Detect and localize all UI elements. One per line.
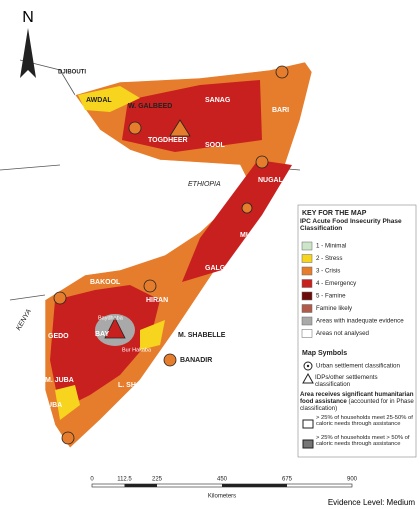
legend-swatch (301, 241, 313, 251)
legend-subtitle: IPC Acute Food Insecurity Phase Classifi… (300, 218, 402, 232)
place-label: Baydhaba (98, 315, 124, 321)
legend-title: KEY FOR THE MAP (302, 210, 367, 217)
region-label: W. GALBEED (128, 103, 172, 110)
region-label: M. JUBA (45, 377, 74, 384)
legend-text: Urban settlement classification (316, 363, 400, 370)
scale-label: 112.5 (117, 477, 132, 483)
scale-label: 900 (347, 477, 358, 483)
legend-text: IDPs/other settlements classification (315, 374, 378, 388)
legend-subtitle-box: IPC Acute Food Insecurity Phase Classifi… (300, 218, 402, 232)
legend-text: > 25% of households meet 25-50% of calor… (316, 415, 413, 427)
region-label: BARI (272, 107, 289, 114)
symbols (53, 65, 289, 445)
scale-label: 675 (282, 477, 293, 483)
legend-swatch (301, 316, 313, 326)
scale-bar (222, 484, 287, 487)
compass-arrow (20, 28, 36, 78)
legend-swatch (301, 304, 313, 313)
legend-label: Famine likely (316, 305, 353, 312)
region-emergency (122, 80, 262, 152)
legend-label: 1 - Minimal (316, 243, 346, 250)
borders (0, 59, 301, 301)
country-label: ETHIOPIA (188, 181, 221, 188)
region-stress (78, 86, 140, 112)
scale-label: 225 (152, 477, 163, 483)
legend-symbols-title: Map Symbols (302, 350, 347, 357)
legend-swatch (301, 329, 313, 338)
place-label: Bur Hakaba (122, 347, 152, 353)
region-stress (140, 320, 165, 350)
legend-text-box: Area receives significant humanitarian f… (300, 391, 414, 412)
legend-label: 5 - Famine (316, 293, 346, 300)
region-label: BAY (95, 331, 109, 338)
legend-text-box: IDPs/other settlements classification (315, 374, 378, 388)
legend-label: Areas with inadequate evidence (316, 318, 404, 325)
legend-assist-title: Area receives significant humanitarian f… (300, 391, 414, 405)
region-label: SANAG (205, 97, 231, 104)
legend-assist-note: (accounted for in Phase classification) (300, 398, 414, 412)
compass: N (22, 9, 34, 26)
region-label: GALGADUD (205, 265, 245, 272)
region-label: HIRAN (146, 297, 168, 304)
country-label: DJIBOUTI (58, 70, 86, 76)
region-label: M. SHABELLE (178, 332, 226, 339)
region-stress (55, 385, 80, 420)
legend: KEY FOR THE MAP IPC Acute Food Insecurit… (297, 204, 417, 458)
region-label: BAKOOL (90, 279, 121, 286)
region-label: NUGAL (258, 177, 284, 184)
region-label: AWDAL (86, 97, 112, 104)
legend-label: Areas not analysed (316, 330, 370, 337)
legend-swatch (301, 266, 313, 276)
legend-swatch (301, 291, 313, 301)
legend-text-box: > 25% of households meet 25-50% of calor… (316, 415, 413, 427)
region-label: TOGDHEER (148, 137, 188, 144)
scale-bar (124, 484, 157, 487)
legend-text: > 25% of households meet > 50% of calori… (316, 435, 410, 447)
legend-label: 2 - Stress (316, 255, 342, 262)
region-label: GEDO (48, 333, 69, 340)
region-label: L. JUBA (35, 402, 62, 409)
legend-swatch (301, 279, 313, 288)
scale-label: 0 (90, 477, 94, 483)
legend-label: 3 - Crisis (316, 268, 340, 275)
scale-unit: Kilometers (208, 494, 236, 500)
scale-label: 450 (217, 477, 228, 483)
region-emergency (50, 285, 160, 410)
country-label: KENYA (15, 308, 33, 332)
region-label: SOOL (205, 142, 226, 149)
legend-label: 4 - Emergency (316, 280, 357, 287)
legend-text-box: > 25% of households meet > 50% of calori… (316, 435, 410, 447)
evidence-level: Evidence Level: Medium (328, 498, 415, 507)
region-label: MUDUG (240, 232, 267, 239)
legend-swatch (301, 254, 313, 263)
region-label: BANADIR (180, 357, 212, 364)
region-emergency (182, 160, 292, 282)
region-label: L. SHABELLE (118, 382, 164, 389)
